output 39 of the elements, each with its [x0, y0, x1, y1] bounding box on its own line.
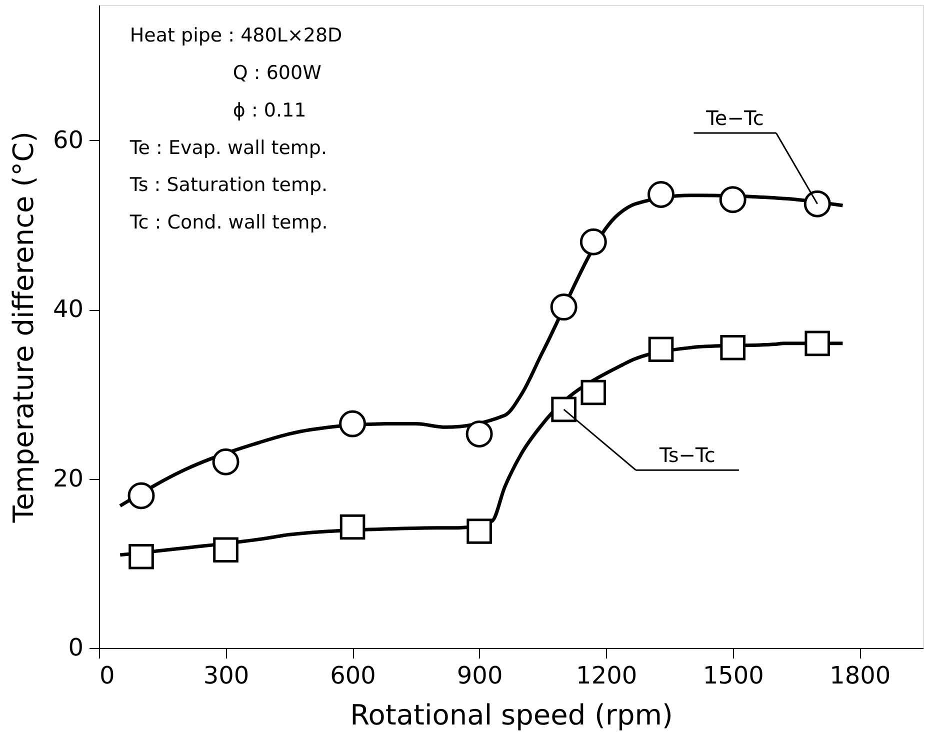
x-tick-label: 1800 [830, 662, 891, 690]
point [339, 410, 366, 438]
point [804, 190, 831, 218]
point [580, 228, 607, 256]
x-tick-label: 600 [330, 662, 376, 690]
x-tick-label: 1500 [702, 662, 764, 690]
annotation: Te : Evap. wall temp. [128, 136, 328, 159]
x-tick-label: 900 [456, 662, 503, 690]
point [466, 518, 492, 544]
x-axis-title: Rotational speed (rpm) [350, 698, 673, 732]
point [804, 330, 830, 356]
point [128, 482, 155, 510]
annotation: Q : 600W [232, 62, 322, 84]
point [551, 396, 576, 422]
point [212, 448, 240, 476]
x-tick-label: 0 [100, 662, 115, 690]
point [340, 514, 366, 540]
annotation: ϕ : 0.11 [232, 99, 306, 122]
point [720, 335, 746, 360]
y-tick-label: 0 [68, 634, 84, 662]
point [648, 181, 675, 208]
point [128, 544, 154, 570]
point [550, 294, 578, 321]
point [648, 336, 674, 362]
y-tick-label: 60 [52, 126, 84, 154]
annotation: Heat pipe : 480L×28D [130, 24, 342, 46]
x-tick-label: 1200 [576, 662, 638, 690]
annotation: Ts−Tc [658, 443, 716, 468]
y-tick-label: 40 [52, 295, 84, 324]
annotation: Te−Tc [705, 106, 764, 130]
annotation: Tc : Cond. wall temp. [128, 212, 328, 234]
y-tick-label: 20 [52, 464, 84, 492]
point [580, 380, 606, 406]
y-axis-title: Temperature difference (°C) [6, 131, 40, 524]
point [213, 537, 238, 563]
point [466, 420, 493, 448]
annotation: Ts : Saturation temp. [128, 174, 328, 196]
point [719, 186, 746, 214]
x-tick-label: 300 [203, 662, 250, 690]
